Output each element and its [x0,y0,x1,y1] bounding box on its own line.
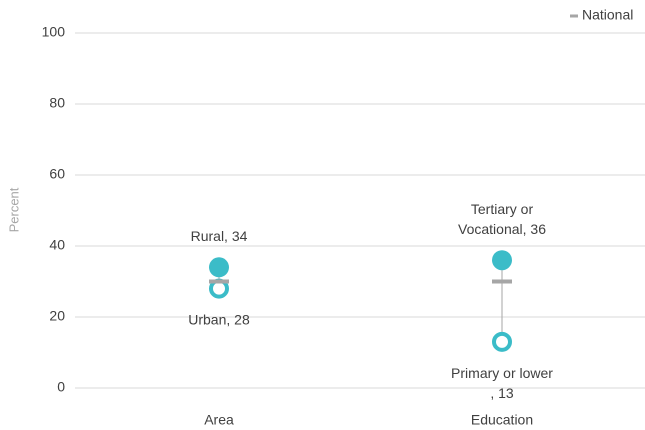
x-tick-label: Education [471,412,533,428]
data-label: Urban, 28 [188,311,250,327]
y-tick-label: 20 [49,308,65,324]
x-tick-label: Area [204,412,234,428]
dot [492,250,512,271]
data-label: Rural, 34 [191,228,248,244]
data-label: Primary or lower, 13 [451,365,553,401]
dot [492,331,512,352]
legend-label: National [582,7,633,23]
y-axis-label: Percent [6,187,21,232]
y-tick-label: 100 [42,24,66,40]
y-tick-label: 80 [49,95,65,111]
data-label: Tertiary or Vocational, 36 [458,201,546,237]
y-tick-label: 0 [57,379,65,395]
y-tick-label: 40 [49,237,65,253]
y-tick-label: 60 [49,166,65,182]
dot [209,257,229,278]
